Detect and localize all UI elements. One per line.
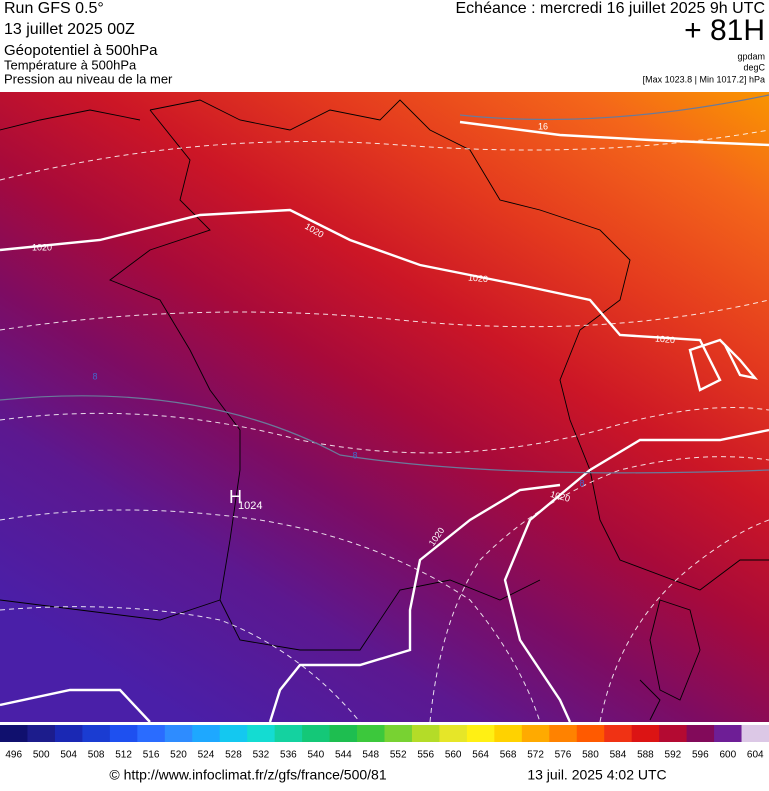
colorbar-label: 596 bbox=[692, 750, 709, 761]
colorbar-label: 500 bbox=[33, 750, 50, 761]
colorbar-label: 496 bbox=[5, 750, 22, 761]
colorbar-label: 532 bbox=[253, 750, 270, 761]
colorbar-label: 588 bbox=[637, 750, 654, 761]
color-swatch bbox=[27, 725, 56, 742]
colorbar-label: 560 bbox=[445, 750, 462, 761]
color-swatch bbox=[192, 725, 221, 742]
color-swatch bbox=[659, 725, 688, 742]
colorbar-label: 544 bbox=[335, 750, 352, 761]
unit: degC bbox=[743, 62, 765, 72]
colorbar-label: 568 bbox=[500, 750, 517, 761]
color-swatch bbox=[411, 725, 440, 742]
contour-label: 8 bbox=[92, 371, 97, 381]
colorbar-label: 528 bbox=[225, 750, 242, 761]
lead-time: + 81H bbox=[684, 14, 765, 47]
run-title: Run GFS 0.5° bbox=[4, 0, 104, 17]
color-swatch bbox=[494, 725, 523, 742]
colorbar-label: 576 bbox=[555, 750, 572, 761]
colorbar-label: 524 bbox=[198, 750, 215, 761]
color-swatch bbox=[686, 725, 715, 742]
colorbar-label: 584 bbox=[610, 750, 627, 761]
color-swatch bbox=[82, 725, 111, 742]
color-swatch bbox=[714, 725, 743, 742]
color-swatch bbox=[0, 725, 28, 742]
color-swatch bbox=[302, 725, 331, 742]
colorbar-label: 556 bbox=[417, 750, 434, 761]
colorbar-label: 604 bbox=[747, 750, 764, 761]
timestamp: 13 juil. 2025 4:02 UTC bbox=[527, 767, 666, 783]
colorbar-label: 512 bbox=[115, 750, 132, 761]
colorbar-label: 564 bbox=[472, 750, 489, 761]
color-swatch bbox=[357, 725, 385, 742]
color-swatch bbox=[384, 725, 413, 742]
colorbar-label: 504 bbox=[60, 750, 77, 761]
color-swatch bbox=[549, 725, 578, 742]
colorbar-label: 580 bbox=[582, 750, 599, 761]
color-swatch bbox=[164, 725, 193, 742]
field-title: Température à 500hPa bbox=[4, 57, 137, 72]
color-swatch bbox=[466, 725, 495, 742]
contour-label: 1020 bbox=[32, 242, 52, 252]
color-swatch bbox=[329, 725, 358, 742]
pressure-range: [Max 1023.8 | Min 1017.2] hPa bbox=[643, 74, 765, 84]
color-swatch bbox=[247, 725, 276, 742]
colorbar-label: 548 bbox=[362, 750, 379, 761]
colorbar-label: 592 bbox=[665, 750, 682, 761]
color-swatch bbox=[109, 725, 138, 742]
color-swatch bbox=[274, 725, 303, 742]
field-title: Pression au niveau de la mer bbox=[4, 71, 173, 86]
contour-label: 1020 bbox=[655, 334, 676, 346]
color-swatch bbox=[576, 725, 605, 742]
color-swatch bbox=[439, 725, 468, 742]
colorbar-label: 536 bbox=[280, 750, 297, 761]
high-symbol: H bbox=[229, 487, 242, 507]
colorbar-label: 508 bbox=[88, 750, 105, 761]
run-date: 13 juillet 2025 00Z bbox=[4, 21, 135, 38]
unit: gpdam bbox=[737, 51, 765, 61]
colorbar-label: 540 bbox=[307, 750, 324, 761]
color-swatch bbox=[521, 725, 550, 742]
colorbar-label: 572 bbox=[527, 750, 544, 761]
color-swatch bbox=[741, 725, 769, 742]
contour-label: 8 bbox=[579, 478, 584, 488]
color-swatch bbox=[604, 725, 633, 742]
color-swatch bbox=[219, 725, 248, 742]
high-pressure: 1024 bbox=[238, 500, 262, 512]
colorbar-label: 516 bbox=[143, 750, 160, 761]
contour-label: 16 bbox=[538, 121, 548, 131]
colorbar-label: 552 bbox=[390, 750, 407, 761]
valid-time: Echéance : mercredi 16 juillet 2025 9h U… bbox=[456, 0, 766, 17]
map bbox=[0, 92, 769, 723]
field-title: Géopotentiel à 500hPa bbox=[4, 42, 158, 59]
colorbar-label: 600 bbox=[719, 750, 736, 761]
color-swatch bbox=[54, 725, 83, 742]
color-swatch bbox=[137, 725, 166, 742]
contour-label: 8 bbox=[352, 450, 357, 460]
colorbar-label: 520 bbox=[170, 750, 187, 761]
source: © http://www.infoclimat.fr/z/gfs/france/… bbox=[109, 767, 386, 783]
contour-label: 1020 bbox=[468, 273, 489, 285]
color-swatch bbox=[631, 725, 660, 742]
